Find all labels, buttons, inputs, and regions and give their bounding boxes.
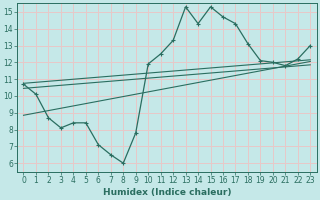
X-axis label: Humidex (Indice chaleur): Humidex (Indice chaleur) xyxy=(103,188,231,197)
